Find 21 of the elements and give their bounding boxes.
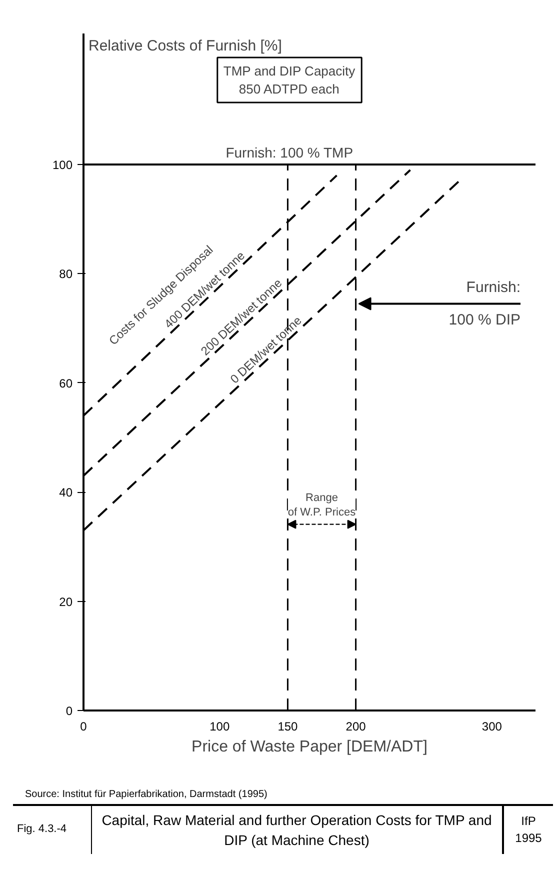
y-tick-label: 40 xyxy=(59,486,73,500)
y-tick-label: 0 xyxy=(66,704,73,718)
y-tick-label: 80 xyxy=(59,267,73,282)
ref-line-label: Furnish: 100 % TMP xyxy=(226,144,354,161)
annotation: Range of W.P. Prices xyxy=(288,492,356,518)
y-tick-label: 60 xyxy=(59,376,73,390)
x-tick-label: 200 xyxy=(346,720,366,734)
annotation: Furnish: 100 % DIP xyxy=(448,279,521,328)
y-tick-label: 100 xyxy=(52,158,73,172)
source-note: Source: Institut für Papierfabrikation, Darmstadt (1995) xyxy=(24,788,268,802)
text: IfP 1995 xyxy=(503,805,553,854)
x-tick-label: 0 xyxy=(80,720,88,734)
x-tick-label: 150 xyxy=(278,720,298,734)
y-tick-label: 20 xyxy=(59,594,73,609)
text: Capital, Raw Material and further Operation Costs for TMP and DIP (at Machine Chest) xyxy=(100,811,493,850)
x-tick-label: 100 xyxy=(210,720,230,734)
annotation: TMP and DIP Capacity 850 ADTPD each xyxy=(223,64,356,96)
y-axis-title: Relative Costs of Furnish [%] xyxy=(88,38,282,54)
x-axis-title: Price of Waste Paper [DEM/ADT] xyxy=(192,738,428,756)
x-tick-label: 300 xyxy=(482,720,502,734)
caption: Fig. 4.3.-4 xyxy=(13,805,91,854)
